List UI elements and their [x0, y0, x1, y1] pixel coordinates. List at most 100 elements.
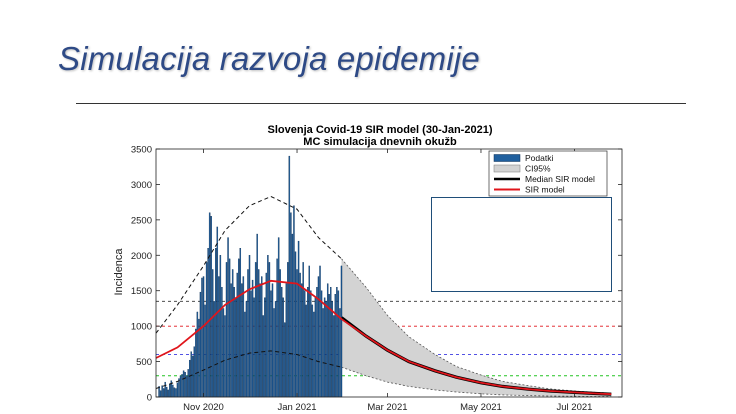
podatki-bar	[316, 286, 318, 398]
podatki-bar	[339, 308, 341, 398]
podatki-bar	[205, 262, 208, 398]
podatki-bar	[285, 283, 288, 398]
podatki-bar	[221, 286, 223, 398]
podatki-bar	[169, 384, 171, 398]
podatki-bar	[300, 283, 303, 398]
podatki-bar	[261, 276, 263, 398]
podatki-bar	[195, 328, 197, 398]
legend-label: CI95%	[525, 164, 551, 174]
legend-swatch-podatki	[493, 154, 521, 162]
y-tick-label: 2000	[131, 251, 152, 262]
podatki-bar	[189, 359, 191, 398]
x-tick-label: May 2021	[460, 402, 502, 413]
y-tick-label: 1000	[131, 322, 152, 333]
podatki-bar	[254, 262, 257, 398]
podatki-bar	[201, 277, 203, 398]
legend-swatch-ci95	[493, 164, 521, 173]
podatki-bar	[181, 374, 183, 398]
lines-layer	[155, 195, 612, 396]
podatki-bar	[236, 272, 238, 398]
podatki-bar	[227, 237, 229, 398]
podatki-bar	[323, 297, 326, 398]
podatki-bar	[202, 276, 205, 398]
podatki-bar	[336, 286, 338, 398]
podatki-bar	[274, 301, 277, 398]
podatki-bar	[215, 248, 217, 398]
podatki-bar	[172, 384, 174, 398]
podatki-bar	[212, 269, 214, 398]
podatki-bar	[314, 297, 317, 398]
podatki-bar	[330, 286, 332, 398]
podatki-bar	[210, 216, 212, 398]
title-divider	[76, 103, 686, 104]
y-tick-label: 2500	[131, 215, 152, 226]
podatki-bar	[244, 311, 246, 398]
podatki-bar	[305, 304, 307, 398]
ci-upper-dashed-line	[155, 195, 342, 334]
podatki-bar	[190, 351, 192, 398]
podatki-bar	[251, 279, 254, 398]
podatki-bar	[228, 258, 231, 398]
axes-layer: 0 500 1000 1500 2000 2500 3000 3500 Nov 2020 Jan …	[131, 145, 623, 413]
annotation-box	[431, 197, 612, 292]
podatki-bar	[256, 233, 258, 398]
podatki-bar	[224, 315, 226, 398]
podatki-bar	[311, 304, 314, 398]
podatki-bar	[193, 346, 196, 398]
podatki-bar	[288, 155, 291, 398]
podatki-bar	[265, 272, 268, 398]
podatki-bar	[267, 255, 269, 398]
podatki-bar	[297, 240, 300, 398]
chart-subtitle: MC simulacija dnevnih okužb	[303, 136, 457, 148]
podatki-bar	[326, 283, 329, 398]
podatki-bar	[242, 276, 245, 398]
podatki-bar	[166, 386, 168, 398]
podatki-bar	[262, 315, 265, 398]
podatki-bar	[233, 286, 235, 398]
podatki-bar	[290, 212, 292, 398]
x-tick-label: Nov 2020	[183, 402, 224, 413]
podatki-bar	[241, 283, 243, 398]
podatki-bar	[259, 283, 261, 398]
podatki-bar	[234, 297, 237, 398]
podatki-bar	[196, 311, 199, 398]
slide-title: Simulacija razvoja epidemije	[58, 40, 480, 77]
sir-model-line	[155, 279, 612, 396]
podatki-bar	[308, 265, 310, 398]
podatki-bar	[291, 233, 294, 398]
podatki-bar	[231, 269, 234, 398]
podatki-bar	[296, 269, 298, 398]
podatki-bar	[319, 265, 321, 398]
podatki-bar	[218, 276, 220, 398]
podatki-bar	[175, 388, 177, 398]
bars-layer	[158, 155, 343, 398]
podatki-bar	[273, 308, 275, 398]
podatki-bar	[313, 311, 315, 398]
podatki-bar	[284, 322, 286, 398]
podatki-bar	[280, 286, 283, 398]
x-tick-label: Mar 2021	[367, 402, 407, 413]
podatki-bar	[225, 262, 228, 398]
podatki-bar	[277, 237, 280, 398]
podatki-bar	[208, 212, 211, 398]
podatki-bar	[276, 258, 278, 398]
podatki-bar	[245, 301, 248, 398]
podatki-bar	[238, 258, 240, 398]
podatki-bar	[293, 205, 295, 398]
podatki-bar	[333, 315, 335, 398]
podatki-bar	[187, 369, 189, 398]
podatki-bar	[239, 248, 242, 398]
podatki-bar	[248, 255, 251, 398]
podatki-bar	[331, 301, 333, 398]
y-tick-label: 500	[136, 357, 152, 368]
podatki-bar	[162, 388, 165, 398]
podatki-bar	[317, 276, 320, 398]
y-tick-label: 0	[147, 393, 152, 404]
podatki-bar	[176, 382, 179, 398]
legend-label: SIR model	[525, 185, 565, 195]
podatki-bar	[161, 385, 163, 398]
podatki-bar	[294, 251, 297, 398]
podatki-bar	[337, 290, 340, 398]
